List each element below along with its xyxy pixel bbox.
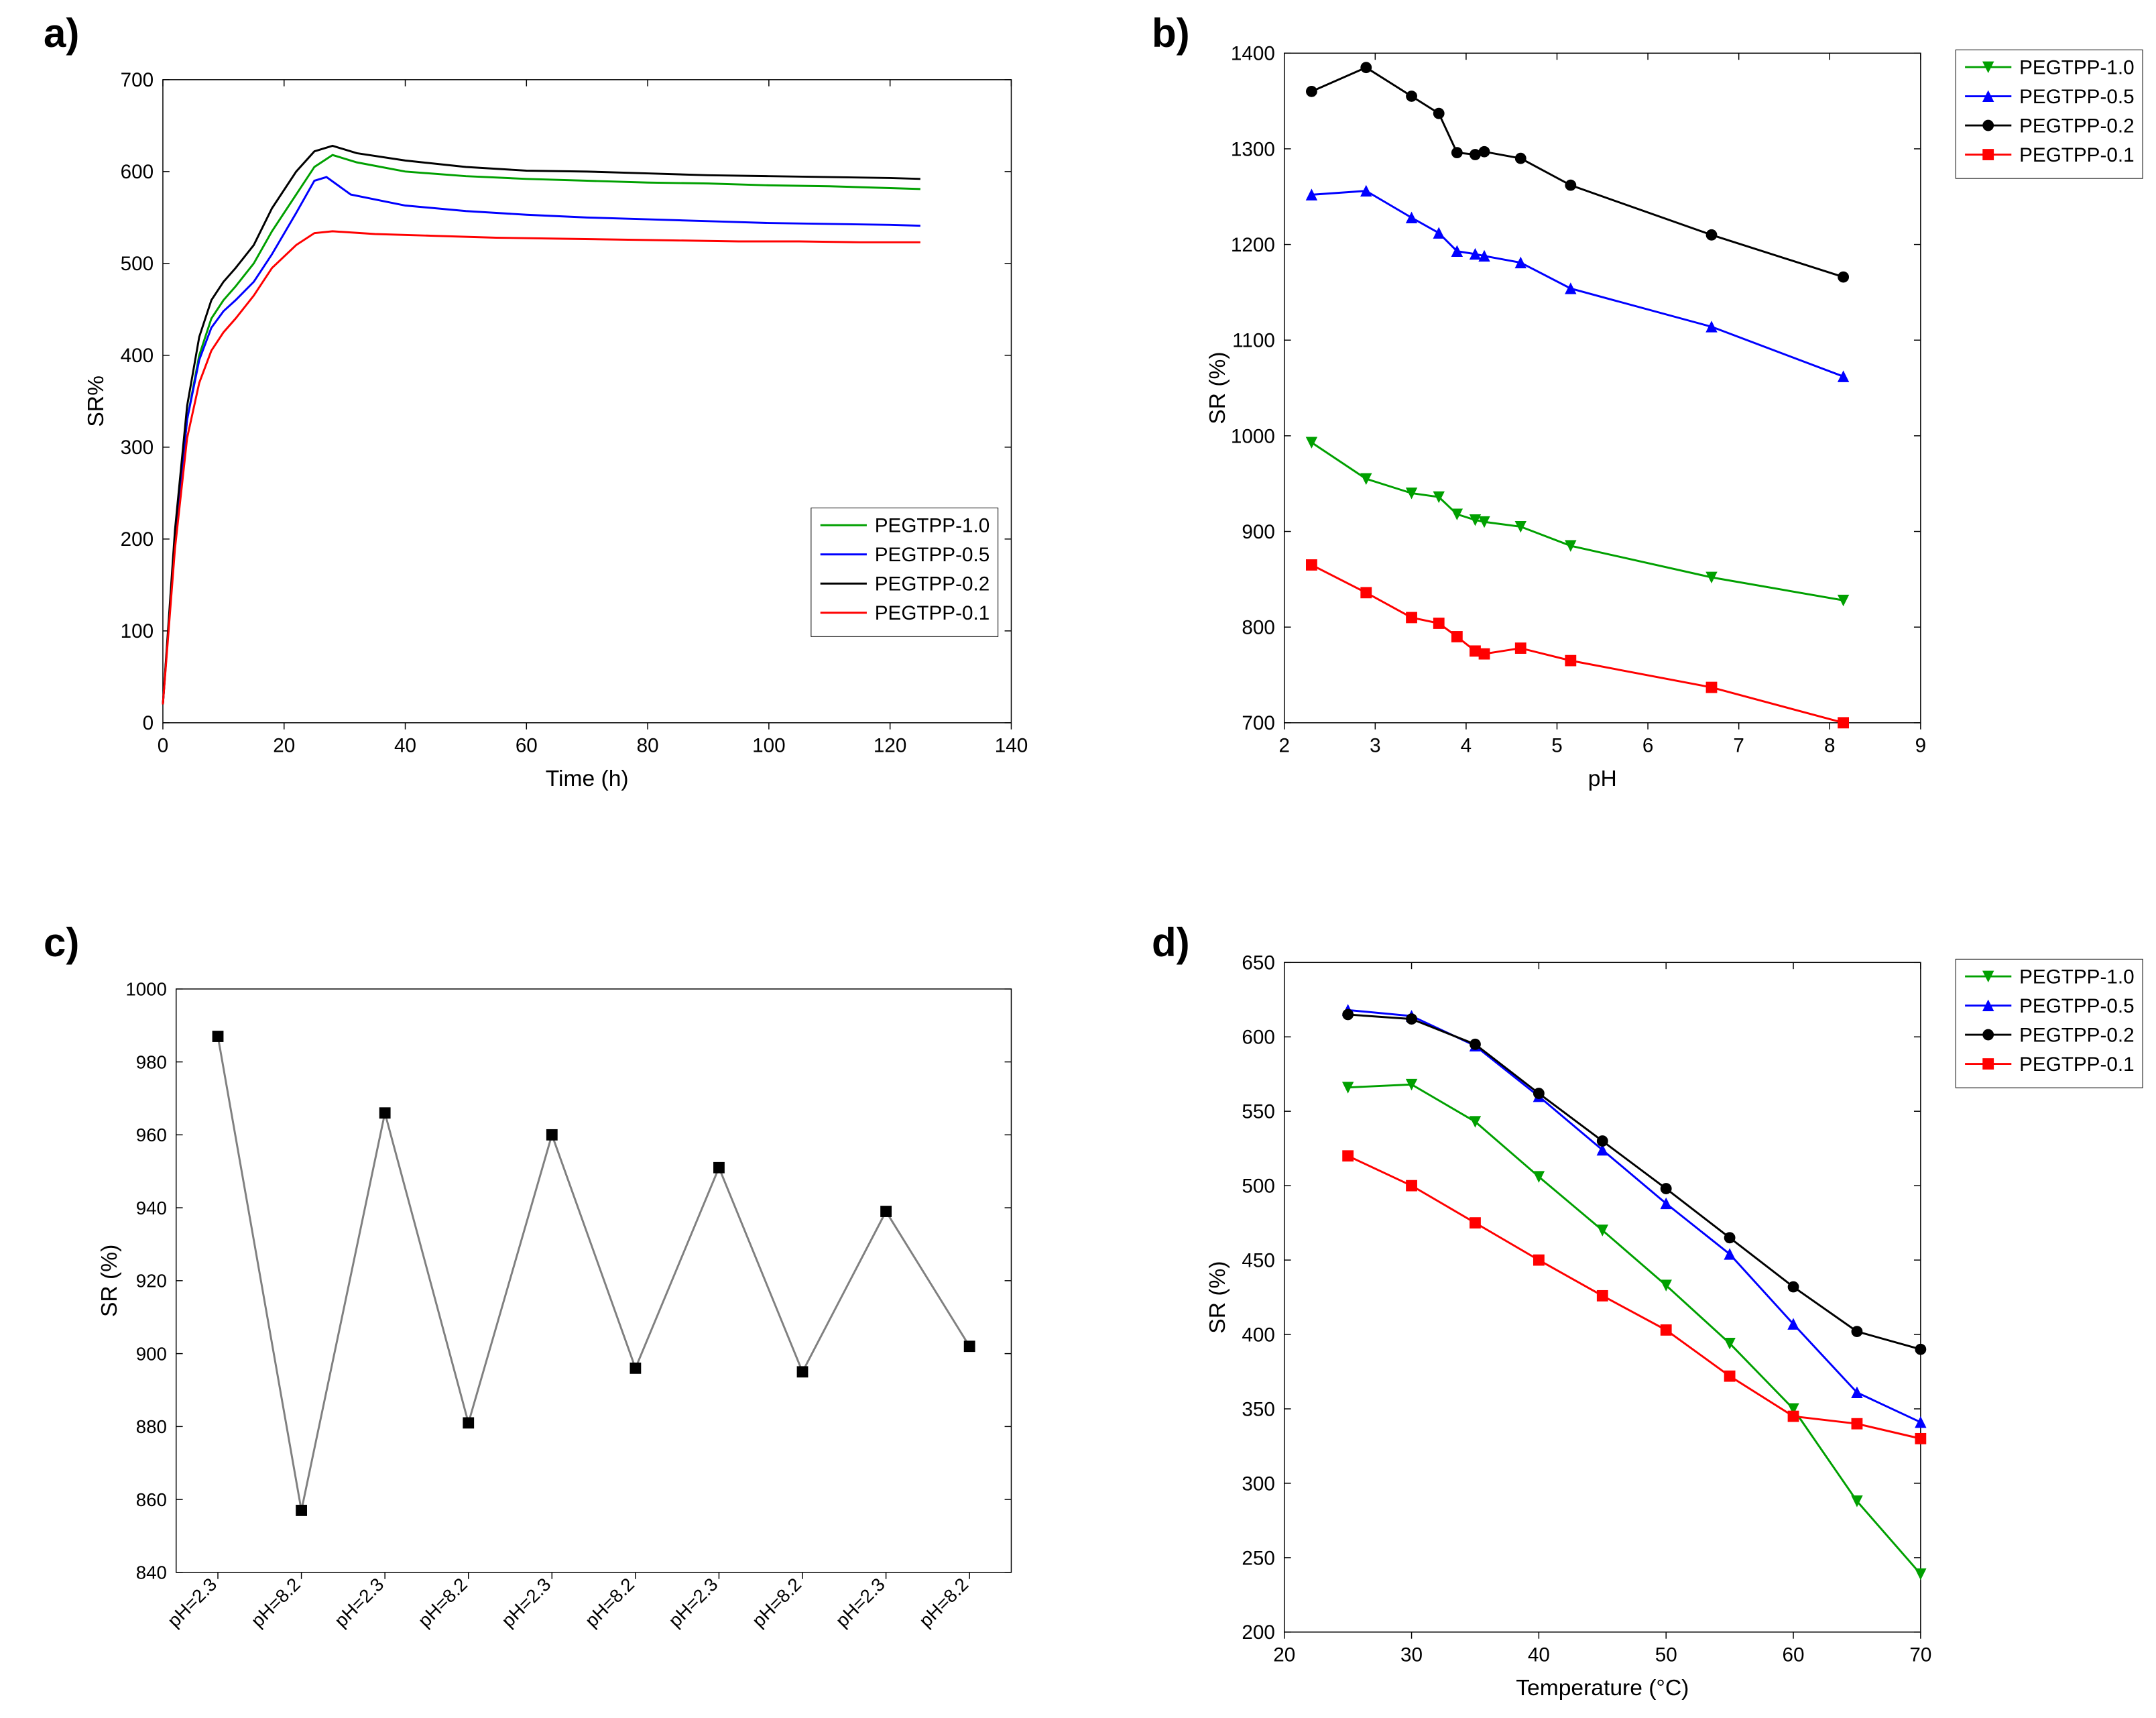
svg-text:100: 100: [752, 734, 785, 756]
svg-text:PEGTPP-0.1: PEGTPP-0.1: [2019, 144, 2134, 166]
svg-text:pH=2.3: pH=2.3: [497, 1574, 555, 1631]
svg-text:940: 940: [136, 1198, 167, 1218]
svg-text:pH=2.3: pH=2.3: [664, 1574, 722, 1631]
svg-text:1300: 1300: [1231, 138, 1275, 160]
svg-text:PEGTPP-1.0: PEGTPP-1.0: [875, 515, 990, 537]
chart-c: pH=2.3 pH=8.2 pH=2.3 pH=8.2 pH=2.3 pH=8.2 pH=2…: [44, 953, 1038, 1708]
svg-text:SR (%): SR (%): [97, 1245, 122, 1317]
svg-text:300: 300: [121, 437, 154, 459]
svg-text:200: 200: [1242, 1621, 1274, 1644]
svg-text:880: 880: [136, 1416, 167, 1437]
svg-text:7: 7: [1733, 734, 1744, 756]
svg-text:pH=2.3: pH=2.3: [164, 1574, 221, 1631]
svg-text:700: 700: [121, 69, 154, 91]
plot-wrap-d: 20 30 40 50 60 70 200 250 300 350 400 450 500 550 600 6…: [1152, 953, 2146, 1708]
svg-text:400: 400: [121, 345, 154, 367]
svg-text:5: 5: [1551, 734, 1563, 756]
svg-text:pH=8.2: pH=8.2: [748, 1574, 806, 1631]
svg-text:PEGTPP-0.5: PEGTPP-0.5: [875, 544, 990, 566]
svg-text:1100: 1100: [1232, 330, 1275, 352]
svg-text:3: 3: [1370, 734, 1380, 756]
svg-text:550: 550: [1242, 1101, 1274, 1123]
svg-text:100: 100: [121, 620, 154, 642]
svg-text:2: 2: [1278, 734, 1290, 756]
svg-text:PEGTPP-0.2: PEGTPP-0.2: [2019, 115, 2134, 137]
svg-text:350: 350: [1242, 1398, 1274, 1420]
svg-text:80: 80: [637, 734, 659, 756]
svg-text:1400: 1400: [1231, 44, 1275, 65]
panel-d: d) 2030405060702002503003504004505005506…: [1118, 919, 2146, 1708]
svg-text:Time (h): Time (h): [546, 766, 629, 791]
svg-text:Temperature (°C): Temperature (°C): [1516, 1676, 1689, 1701]
svg-text:980: 980: [136, 1051, 167, 1072]
svg-text:900: 900: [1242, 521, 1274, 543]
svg-text:250: 250: [1242, 1547, 1274, 1569]
svg-text:50: 50: [1655, 1644, 1677, 1666]
svg-text:600: 600: [1242, 1027, 1274, 1049]
svg-text:PEGTPP-0.1: PEGTPP-0.1: [875, 602, 990, 624]
svg-text:4: 4: [1461, 734, 1472, 756]
svg-text:PEGTPP-1.0: PEGTPP-1.0: [2019, 56, 2134, 78]
svg-text:40: 40: [1528, 1644, 1550, 1666]
chart-a: 0 20 40 60 80 100 120 140 0 100 200 300 400 500 600 700…: [44, 44, 1038, 799]
plot-wrap-c: pH=2.3 pH=8.2 pH=2.3 pH=8.2 pH=2.3 pH=8.2 pH=2…: [44, 953, 1038, 1708]
svg-text:0: 0: [158, 734, 169, 756]
svg-text:9: 9: [1915, 734, 1927, 756]
svg-text:PEGTPP-1.0: PEGTPP-1.0: [2019, 966, 2134, 988]
svg-text:PEGTPP-0.1: PEGTPP-0.1: [2019, 1053, 2134, 1076]
svg-text:40: 40: [394, 734, 416, 756]
svg-text:pH: pH: [1588, 766, 1617, 791]
svg-text:120: 120: [874, 734, 906, 756]
svg-text:20: 20: [273, 734, 295, 756]
svg-text:pH=8.2: pH=8.2: [915, 1574, 973, 1631]
svg-text:600: 600: [121, 161, 154, 183]
svg-text:pH=2.3: pH=2.3: [331, 1574, 388, 1631]
panel-b: b) 2345678970080090010001100120013001400…: [1118, 10, 2146, 799]
svg-text:pH=8.2: pH=8.2: [247, 1574, 304, 1631]
svg-text:140: 140: [995, 734, 1028, 756]
svg-text:PEGTPP-0.5: PEGTPP-0.5: [2019, 995, 2134, 1017]
svg-text:860: 860: [136, 1489, 167, 1510]
svg-text:300: 300: [1242, 1473, 1274, 1495]
svg-text:800: 800: [1242, 617, 1274, 639]
panel-c: c) pH=2.3pH=8.2pH=2.3pH=8.2pH=2.3pH=8.2p…: [10, 919, 1038, 1708]
svg-text:PEGTPP-0.2: PEGTPP-0.2: [875, 573, 990, 595]
panel-a: a) 0204060801001201400100200300400500600…: [10, 10, 1038, 799]
svg-text:6: 6: [1642, 734, 1654, 756]
svg-text:60: 60: [516, 734, 538, 756]
svg-text:pH=2.3: pH=2.3: [831, 1574, 889, 1631]
svg-text:SR (%): SR (%): [1205, 351, 1230, 424]
svg-text:920: 920: [136, 1271, 167, 1292]
svg-text:500: 500: [1242, 1176, 1274, 1198]
svg-text:200: 200: [121, 528, 154, 551]
svg-text:500: 500: [121, 253, 154, 275]
svg-text:700: 700: [1242, 712, 1274, 734]
svg-text:900: 900: [136, 1343, 167, 1364]
svg-text:SR%: SR%: [84, 376, 109, 427]
svg-text:1000: 1000: [1231, 425, 1275, 447]
svg-text:8: 8: [1824, 734, 1836, 756]
svg-text:1200: 1200: [1231, 234, 1275, 256]
svg-text:0: 0: [143, 712, 154, 734]
plot-wrap-b: 2 3 4 5 6 7 8 9 700 800 900 1000 1100 1200 1300 1400 pH S…: [1152, 44, 2146, 799]
svg-text:70: 70: [1909, 1644, 1931, 1666]
svg-text:30: 30: [1400, 1644, 1423, 1666]
svg-text:450: 450: [1242, 1249, 1274, 1271]
svg-text:PEGTPP-0.2: PEGTPP-0.2: [2019, 1024, 2134, 1046]
svg-text:400: 400: [1242, 1324, 1274, 1346]
svg-text:1000: 1000: [125, 979, 167, 1000]
svg-text:650: 650: [1242, 953, 1274, 974]
svg-text:PEGTPP-0.5: PEGTPP-0.5: [2019, 86, 2134, 108]
chart-b: 2 3 4 5 6 7 8 9 700 800 900 1000 1100 1200 1300 1400 pH S…: [1152, 44, 2146, 799]
svg-text:840: 840: [136, 1562, 167, 1583]
plot-wrap-a: 0 20 40 60 80 100 120 140 0 100 200 300 400 500 600 700…: [44, 44, 1038, 799]
chart-d: 20 30 40 50 60 70 200 250 300 350 400 450 500 550 600 6…: [1152, 953, 2146, 1708]
svg-text:960: 960: [136, 1125, 167, 1145]
svg-text:pH=8.2: pH=8.2: [414, 1574, 471, 1631]
svg-text:pH=8.2: pH=8.2: [581, 1574, 639, 1631]
svg-text:20: 20: [1273, 1644, 1295, 1666]
svg-text:SR (%): SR (%): [1205, 1261, 1230, 1333]
svg-text:60: 60: [1783, 1644, 1805, 1666]
